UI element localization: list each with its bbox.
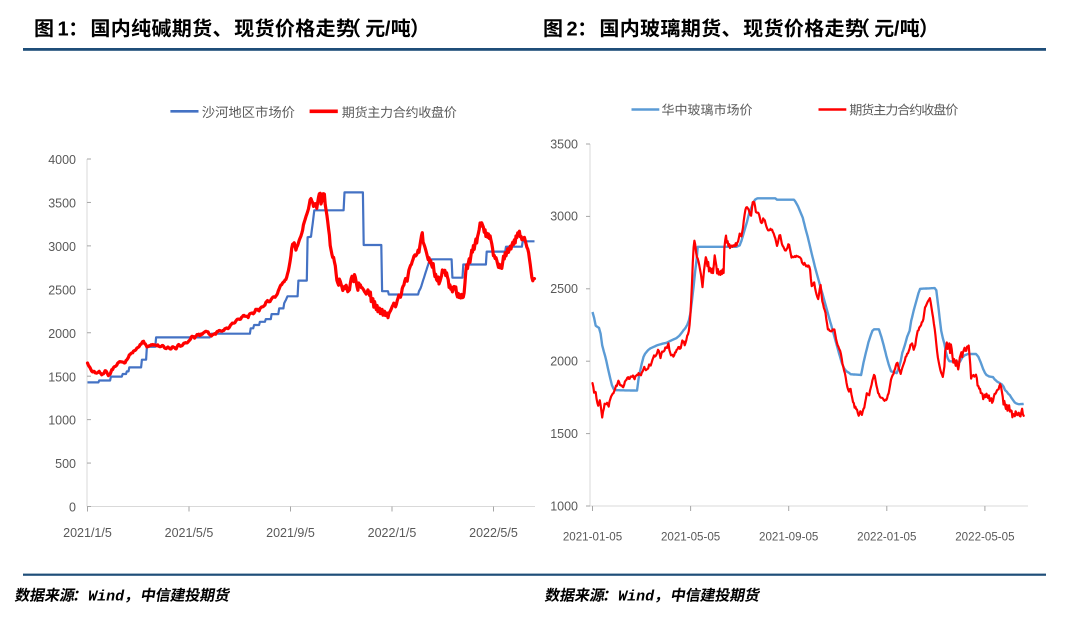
svg-text:2: 2 xyxy=(567,19,578,41)
svg-text:1500: 1500 xyxy=(48,370,76,384)
svg-text:0: 0 xyxy=(69,501,76,515)
svg-text:Wind: Wind xyxy=(88,589,125,606)
svg-text:1000: 1000 xyxy=(550,499,578,513)
svg-text:2021/5/5: 2021/5/5 xyxy=(165,526,214,540)
svg-text:3000: 3000 xyxy=(550,210,578,224)
svg-text:2500: 2500 xyxy=(48,283,76,297)
svg-text:2021/9/5: 2021/9/5 xyxy=(266,526,315,540)
svg-text:/: / xyxy=(894,19,900,41)
svg-text:2022/1/5: 2022/1/5 xyxy=(368,526,417,540)
svg-text:Wind: Wind xyxy=(618,589,655,606)
svg-text:2500: 2500 xyxy=(550,282,578,296)
svg-text:2021/1/5: 2021/1/5 xyxy=(63,526,112,540)
svg-text:1500: 1500 xyxy=(550,427,578,441)
svg-text:2000: 2000 xyxy=(48,327,76,341)
svg-text:2022/5/5: 2022/5/5 xyxy=(469,526,518,540)
svg-text:2022-01-05: 2022-01-05 xyxy=(857,531,916,544)
svg-text:3500: 3500 xyxy=(550,137,578,151)
svg-text:2000: 2000 xyxy=(550,355,578,369)
svg-text:2021-05-05: 2021-05-05 xyxy=(661,531,720,544)
svg-text:1000: 1000 xyxy=(48,414,76,428)
svg-text:2022-05-05: 2022-05-05 xyxy=(955,531,1014,544)
svg-text:4000: 4000 xyxy=(48,153,76,167)
svg-text:/: / xyxy=(385,19,391,41)
svg-text:500: 500 xyxy=(55,457,76,471)
svg-text:1: 1 xyxy=(58,19,69,41)
svg-text:3500: 3500 xyxy=(48,197,76,211)
svg-text:3000: 3000 xyxy=(48,240,76,254)
svg-text:2021-01-05: 2021-01-05 xyxy=(563,531,622,544)
svg-text:2021-09-05: 2021-09-05 xyxy=(759,531,818,544)
